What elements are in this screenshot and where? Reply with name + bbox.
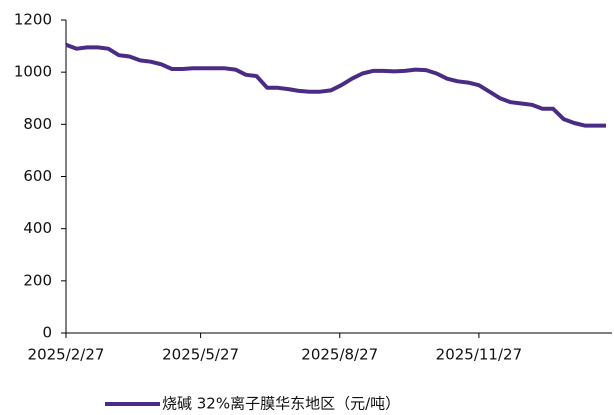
legend-label: 烧碱 32%离子膜华东地区（元/吨）: [162, 395, 400, 413]
y-tick-label: 400: [23, 219, 52, 237]
y-tick-label: 1200: [14, 11, 52, 29]
x-tick-label: 2025/5/27: [162, 346, 239, 364]
y-tick-label: 200: [23, 271, 52, 289]
y-tick-label: 600: [23, 167, 52, 185]
y-tick-label: 0: [42, 324, 52, 342]
y-tick-label: 800: [23, 115, 52, 133]
x-tick-label: 2025/11/27: [436, 346, 522, 364]
data-line: [65, 42, 606, 128]
x-tick-label: 2025/8/27: [301, 346, 378, 364]
y-tick-label: 1000: [14, 63, 52, 81]
x-tick-label: 2025/2/27: [28, 346, 105, 364]
